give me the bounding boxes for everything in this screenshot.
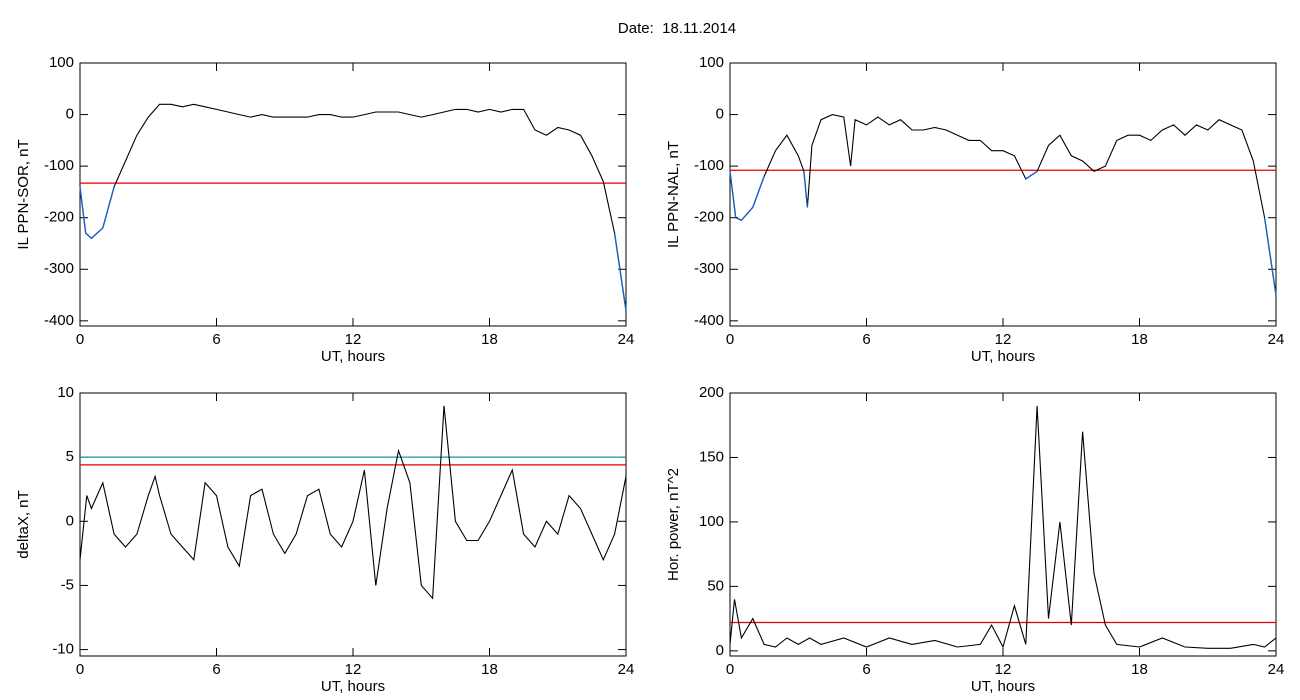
y-tick-label: -5 [61, 576, 74, 593]
data-line [79, 405, 627, 600]
y-tick-label: 100 [699, 54, 724, 71]
y-tick-label: -400 [44, 312, 74, 329]
y-tick-label: -400 [694, 312, 724, 329]
below-threshold-line [729, 171, 765, 222]
y-tick-label: 100 [699, 513, 724, 530]
x-axis-label: UT, hours [971, 348, 1035, 365]
x-tick-label: 0 [726, 331, 734, 348]
plot-frame [79, 392, 627, 657]
x-axis-label: UT, hours [321, 678, 385, 695]
x-tick-label: 0 [76, 331, 84, 348]
y-tick-label: 5 [66, 448, 74, 465]
x-tick-label: 6 [212, 661, 220, 678]
y-tick-label: -10 [52, 641, 74, 658]
x-tick-label: 0 [76, 661, 84, 678]
x-tick-label: 12 [995, 661, 1012, 678]
below-threshold-line [1263, 217, 1277, 296]
x-tick-label: 18 [1131, 661, 1148, 678]
y-tick-label: 200 [699, 384, 724, 401]
plot-frame [79, 62, 627, 327]
y-tick-label: -200 [44, 209, 74, 226]
data-line [729, 405, 1277, 649]
page-title: Date: 18.11.2014 [618, 20, 736, 37]
x-tick-label: 6 [212, 331, 220, 348]
y-tick-label: -300 [44, 260, 74, 277]
x-tick-label: 24 [618, 661, 635, 678]
y-axis-label: Hor. power, nT^2 [665, 468, 682, 581]
x-tick-label: 24 [618, 331, 635, 348]
x-axis-label: UT, hours [321, 348, 385, 365]
x-tick-label: 18 [481, 661, 498, 678]
x-tick-label: 18 [481, 331, 498, 348]
x-tick-label: 24 [1268, 661, 1285, 678]
x-tick-label: 12 [995, 331, 1012, 348]
y-tick-label: 100 [49, 54, 74, 71]
y-tick-label: -100 [44, 157, 74, 174]
y-tick-label: 0 [716, 106, 724, 123]
y-tick-label: -100 [694, 157, 724, 174]
below-threshold-line [613, 233, 627, 311]
y-axis-label: deltaX, nT [15, 490, 32, 558]
y-tick-label: 0 [66, 106, 74, 123]
x-tick-label: 24 [1268, 331, 1285, 348]
y-tick-label: 150 [699, 448, 724, 465]
data-line [729, 114, 1277, 296]
y-tick-label: -200 [694, 209, 724, 226]
y-tick-label: -300 [694, 260, 724, 277]
x-tick-label: 6 [862, 331, 870, 348]
data-line [79, 103, 627, 311]
x-tick-label: 6 [862, 661, 870, 678]
x-tick-label: 0 [726, 661, 734, 678]
x-tick-label: 12 [345, 331, 362, 348]
y-tick-label: 0 [716, 642, 724, 659]
x-axis-label: UT, hours [971, 678, 1035, 695]
y-axis-label: IL PPN-NAL, nT [665, 141, 682, 248]
plot-frame [729, 392, 1277, 657]
y-axis-label: IL PPN-SOR, nT [15, 139, 32, 249]
y-tick-label: 0 [66, 512, 74, 529]
below-threshold-line [79, 186, 115, 240]
below-threshold-line [1025, 170, 1038, 180]
plot-frame [729, 62, 1277, 327]
below-threshold-line [803, 171, 809, 208]
y-tick-label: 50 [707, 577, 724, 594]
y-tick-label: 10 [57, 384, 74, 401]
x-tick-label: 12 [345, 661, 362, 678]
x-tick-label: 18 [1131, 331, 1148, 348]
